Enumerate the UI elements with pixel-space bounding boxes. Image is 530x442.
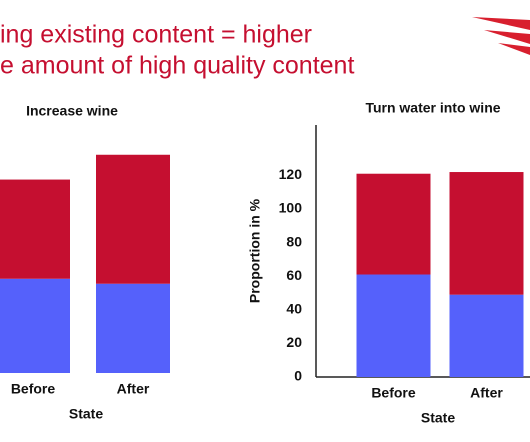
- bar-segment: [0, 179, 70, 279]
- bar-segment: [449, 172, 524, 295]
- heading-line: ing existing content = higher: [0, 21, 312, 49]
- bar-segment: [96, 283, 170, 373]
- logo: [472, 17, 530, 55]
- y-tick-label: 100: [279, 200, 303, 216]
- x-axis-label: State: [421, 410, 455, 426]
- bar-segment: [356, 173, 431, 275]
- y-tick-label: 120: [279, 166, 303, 182]
- x-tick-label: Before: [11, 381, 56, 397]
- bar-segment: [449, 294, 524, 377]
- bar-segment: [0, 278, 70, 373]
- y-tick-label: 20: [286, 334, 302, 350]
- bar-segment: [96, 154, 170, 284]
- chart-title: Increase wine: [26, 103, 118, 119]
- y-axis-label: Proportion in %: [247, 198, 263, 303]
- x-tick-label: Before: [371, 385, 416, 401]
- chart-title: Turn water into wine: [365, 100, 500, 116]
- y-tick-label: 0: [294, 368, 302, 384]
- x-tick-label: After: [117, 381, 150, 397]
- y-tick-label: 80: [286, 233, 302, 249]
- heading-line: e amount of high quality content: [0, 52, 354, 80]
- x-axis-label: State: [69, 406, 103, 422]
- x-tick-label: After: [470, 385, 503, 401]
- bar-segment: [356, 274, 431, 377]
- y-tick-label: 60: [286, 267, 302, 283]
- y-tick-label: 40: [286, 301, 302, 317]
